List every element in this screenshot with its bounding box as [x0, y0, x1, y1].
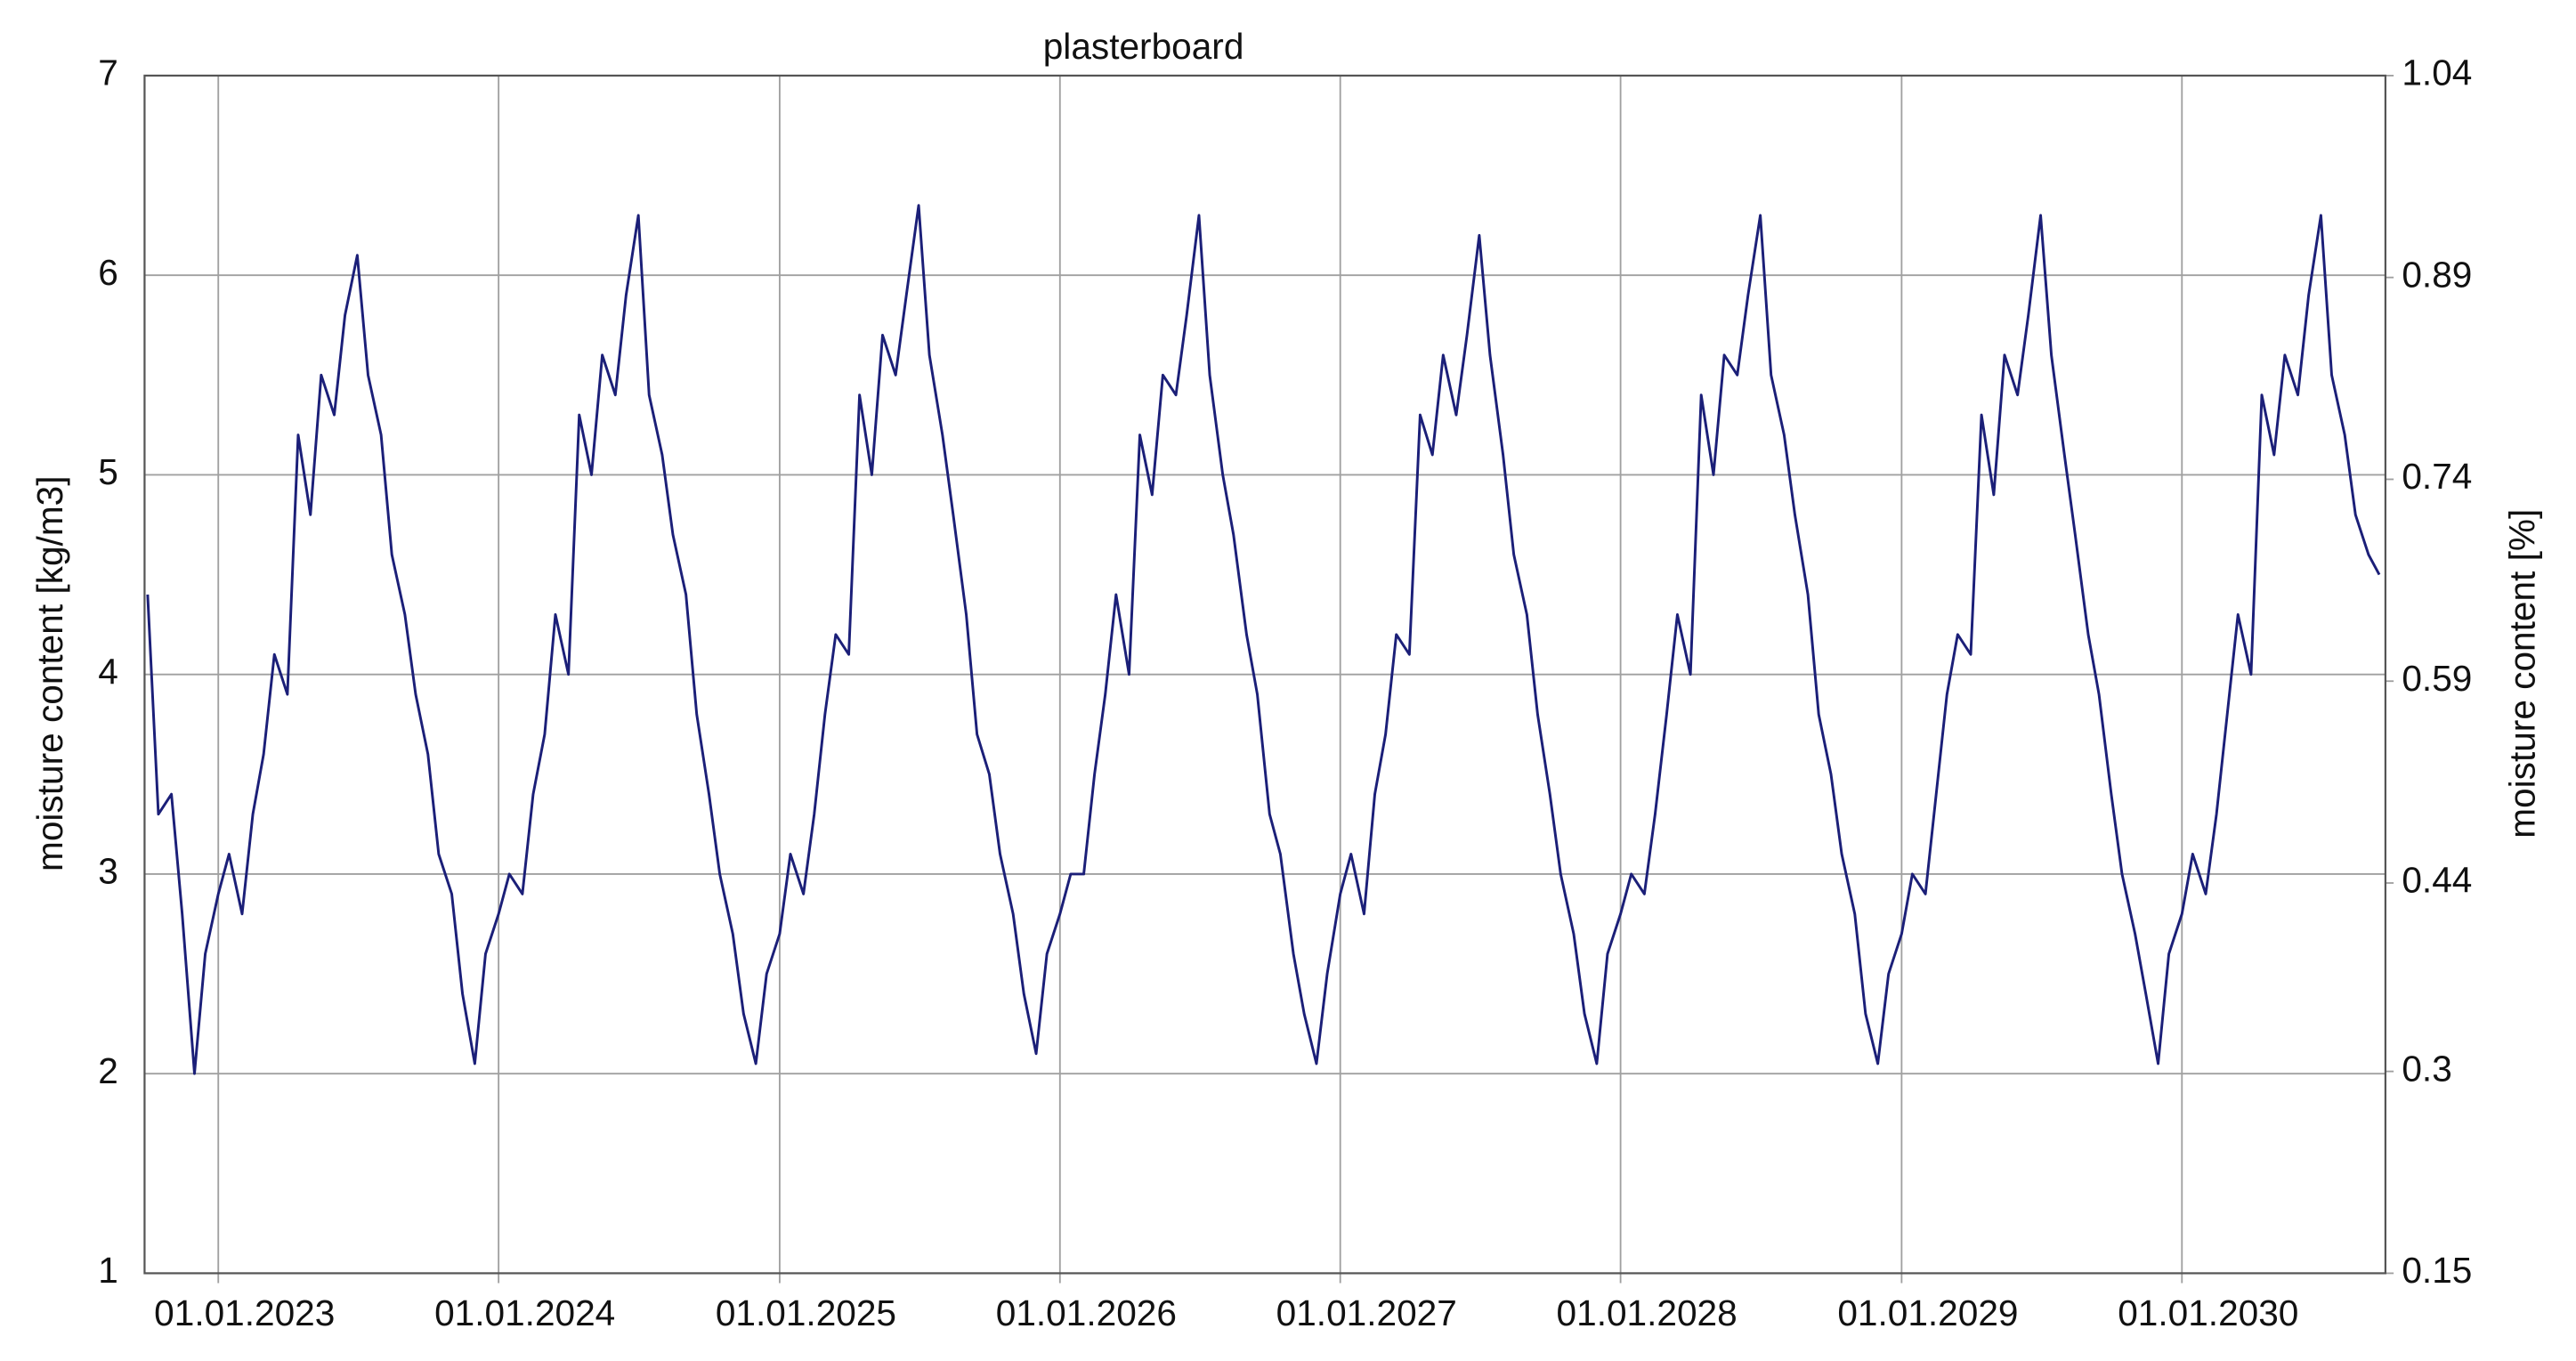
y-tick-label: 7: [98, 53, 118, 93]
y-tick-label: 2: [98, 1050, 118, 1091]
y2-tick-label: 0.59: [2402, 658, 2472, 699]
x-tick-label: 01.01.2026: [996, 1292, 1177, 1333]
y-tick-label: 5: [98, 451, 118, 492]
y-tick-label: 1: [98, 1250, 118, 1291]
x-tick-label: 01.01.2024: [434, 1292, 615, 1333]
plot-frame: [143, 74, 2387, 1275]
y2-tick-label: 0.89: [2402, 254, 2472, 295]
y2-tick-label: 0.15: [2402, 1250, 2472, 1291]
y2-tick-label: 1.04: [2402, 53, 2472, 93]
y2-tick-label: 0.44: [2402, 860, 2472, 901]
chart-title: plasterboard: [1043, 26, 1244, 67]
y2-axis-label: moisture content [%]: [2502, 509, 2543, 838]
x-tick-label: 01.01.2028: [1557, 1292, 1738, 1333]
y-tick-label: 3: [98, 851, 118, 892]
x-tick-label: 01.01.2025: [716, 1292, 896, 1333]
x-tick-label: 01.01.2029: [1837, 1292, 2018, 1333]
x-tick-label: 01.01.2030: [2118, 1292, 2298, 1333]
y-axis-label: moisture content [kg/m3]: [29, 476, 70, 871]
x-tick-label: 01.01.2023: [154, 1292, 335, 1333]
y-tick-label: 4: [98, 651, 118, 692]
y-tick-label: 6: [98, 252, 118, 293]
y2-tick-label: 0.3: [2402, 1048, 2451, 1089]
data-line: [146, 204, 2381, 1075]
x-tick-label: 01.01.2027: [1276, 1292, 1457, 1333]
y2-tick-label: 0.74: [2402, 456, 2472, 497]
